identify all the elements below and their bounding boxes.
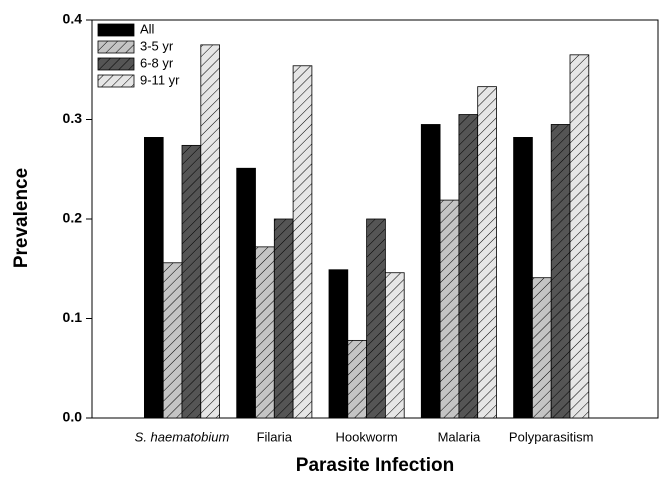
x-tick-label: Malaria [438, 429, 481, 444]
x-tick-label: S. haematobium [135, 429, 230, 444]
x-tick-label: Polyparasitism [509, 429, 594, 444]
bar [366, 218, 386, 419]
bar [143, 137, 164, 419]
legend-label: 9-11 yr [140, 72, 180, 87]
bar [550, 124, 571, 419]
legend-swatch [97, 23, 135, 37]
legend-swatch [97, 40, 135, 54]
bar [181, 144, 202, 419]
bar [439, 199, 460, 419]
bar [569, 54, 590, 419]
bar [328, 269, 349, 419]
bar [292, 65, 313, 419]
x-tick-label: Hookworm [336, 429, 398, 444]
legend-label: All [140, 21, 155, 36]
bar [420, 124, 441, 419]
y-tick-label: 0.3 [63, 110, 83, 126]
y-tick-label: 0.1 [63, 309, 83, 325]
bar [458, 114, 479, 419]
x-tick-label: Filaria [257, 429, 293, 444]
bar [347, 339, 367, 419]
legend-label: 3-5 yr [140, 38, 174, 53]
y-tick-label: 0.2 [63, 210, 83, 226]
bar [513, 137, 533, 419]
bar [477, 86, 497, 419]
bar [236, 167, 256, 419]
y-tick-label: 0.4 [63, 11, 83, 27]
bar [255, 246, 275, 419]
bar [200, 44, 221, 419]
x-axis-title: Parasite Infection [296, 455, 454, 476]
y-axis-title: Prevalence [11, 168, 32, 268]
bar [532, 277, 552, 419]
bar [162, 262, 183, 419]
bar [273, 218, 294, 419]
legend-swatch [97, 57, 135, 71]
y-tick-label: 0.0 [63, 409, 83, 425]
legend-swatch [97, 74, 135, 88]
legend-label: 6-8 yr [140, 55, 174, 70]
bar [384, 272, 405, 419]
